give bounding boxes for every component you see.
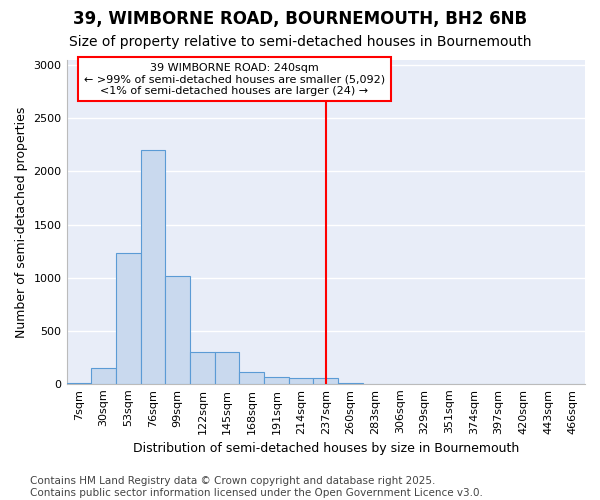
Text: 39 WIMBORNE ROAD: 240sqm
← >99% of semi-detached houses are smaller (5,092)
<1% : 39 WIMBORNE ROAD: 240sqm ← >99% of semi-… xyxy=(84,62,385,96)
Bar xyxy=(91,368,116,384)
Bar xyxy=(116,253,140,384)
Bar xyxy=(215,352,239,384)
Bar xyxy=(140,150,165,384)
Y-axis label: Number of semi-detached properties: Number of semi-detached properties xyxy=(15,106,28,338)
X-axis label: Distribution of semi-detached houses by size in Bournemouth: Distribution of semi-detached houses by … xyxy=(133,442,519,455)
Bar xyxy=(190,352,215,384)
Bar xyxy=(313,378,338,384)
Bar xyxy=(289,378,313,384)
Bar xyxy=(264,377,289,384)
Bar xyxy=(239,372,264,384)
Bar xyxy=(165,276,190,384)
Text: Contains HM Land Registry data © Crown copyright and database right 2025.
Contai: Contains HM Land Registry data © Crown c… xyxy=(30,476,483,498)
Text: Size of property relative to semi-detached houses in Bournemouth: Size of property relative to semi-detach… xyxy=(69,35,531,49)
Text: 39, WIMBORNE ROAD, BOURNEMOUTH, BH2 6NB: 39, WIMBORNE ROAD, BOURNEMOUTH, BH2 6NB xyxy=(73,10,527,28)
